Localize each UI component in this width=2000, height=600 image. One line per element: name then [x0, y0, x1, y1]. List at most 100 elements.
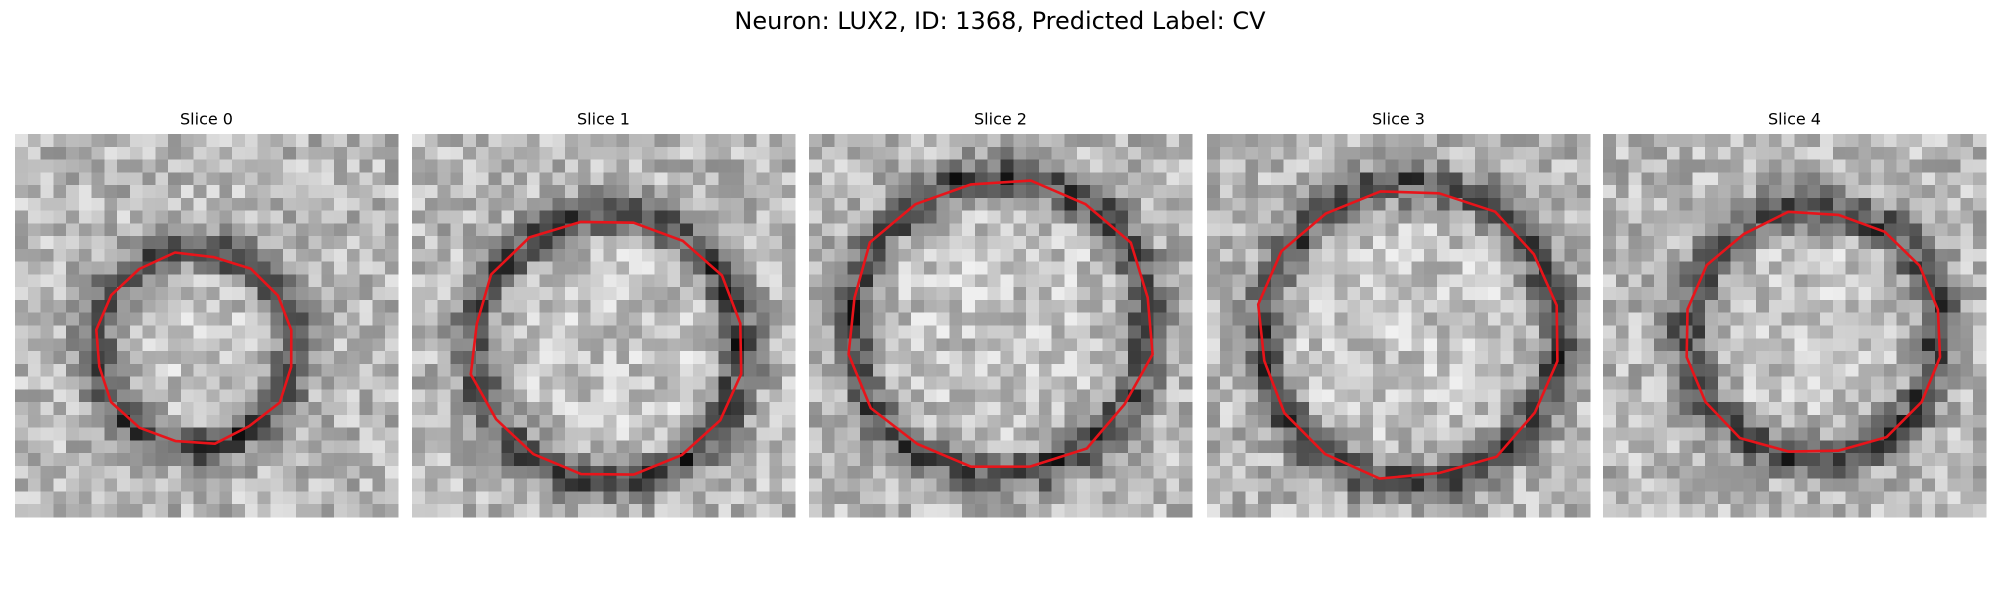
pixel — [1513, 325, 1527, 339]
pixel — [1207, 236, 1221, 250]
pixel — [1564, 440, 1578, 454]
pixel — [1013, 261, 1027, 275]
pixel — [78, 338, 92, 352]
pixel — [437, 172, 451, 186]
pixel — [809, 504, 823, 518]
pixel — [1577, 223, 1591, 237]
pixel — [1641, 414, 1655, 429]
pixel — [1372, 223, 1387, 237]
pixel — [1347, 440, 1361, 454]
pixel — [1153, 491, 1167, 505]
pixel — [1487, 363, 1502, 377]
pixel — [1807, 363, 1821, 377]
pixel — [641, 504, 655, 518]
pixel — [1641, 465, 1655, 480]
pixel — [372, 427, 386, 441]
pixel — [705, 197, 719, 211]
pixel — [1756, 453, 1770, 467]
pixel — [1960, 236, 1974, 250]
pixel — [1245, 376, 1259, 390]
pixel — [1309, 172, 1323, 186]
pixel — [1526, 185, 1540, 199]
pixel — [270, 427, 284, 441]
pixel — [1232, 287, 1246, 301]
pixel — [346, 389, 361, 403]
pixel — [1973, 363, 1987, 377]
pixel — [1794, 491, 1808, 505]
pixel — [1883, 325, 1898, 339]
pixel — [1102, 185, 1116, 199]
pixel — [936, 376, 950, 390]
pixel — [1051, 146, 1065, 160]
pixel — [1296, 491, 1310, 505]
pixel — [1858, 491, 1872, 505]
pixel — [1883, 134, 1898, 148]
pixel — [885, 159, 899, 173]
pixel — [1411, 261, 1425, 275]
pixel — [1475, 338, 1489, 352]
pixel — [1500, 376, 1514, 390]
pixel — [372, 338, 386, 352]
pixel — [232, 504, 246, 518]
pixel — [1296, 185, 1310, 199]
pixel — [129, 389, 144, 403]
pixel — [756, 478, 770, 492]
pixel — [769, 363, 783, 377]
pixel — [40, 299, 54, 314]
pixel — [1449, 223, 1463, 237]
pixel — [1781, 325, 1795, 339]
pixel — [1283, 159, 1297, 173]
pixel — [1500, 274, 1514, 288]
pixel — [1526, 236, 1540, 250]
pixel — [1153, 146, 1167, 160]
pixel — [577, 261, 592, 275]
pixel — [1641, 440, 1655, 454]
pixel — [1705, 146, 1719, 160]
pixel — [1896, 261, 1910, 275]
pixel — [270, 363, 284, 377]
pixel — [1947, 299, 1961, 314]
pixel — [962, 146, 976, 160]
pixel — [1807, 248, 1821, 263]
pixel — [949, 236, 963, 250]
pixel — [283, 261, 297, 275]
pixel — [1615, 312, 1629, 326]
pixel — [488, 325, 502, 339]
pixel — [1128, 465, 1142, 480]
pixel — [1526, 223, 1540, 237]
pixel — [1807, 478, 1821, 492]
pixel — [974, 414, 989, 429]
pixel — [1883, 299, 1898, 314]
pixel — [821, 376, 835, 390]
pixel — [718, 146, 732, 160]
pixel — [40, 146, 54, 160]
pixel — [1347, 210, 1361, 224]
pixel — [692, 478, 707, 492]
pixel — [270, 134, 284, 148]
pixel — [577, 274, 592, 288]
pixel — [1013, 197, 1027, 211]
pixel — [1436, 504, 1450, 518]
pixel — [1820, 312, 1834, 326]
pixel — [1513, 504, 1527, 518]
pixel — [180, 440, 195, 454]
pixel — [577, 338, 592, 352]
pixel — [1245, 465, 1259, 480]
pixel — [1641, 134, 1655, 148]
pixel — [1615, 325, 1629, 339]
pixel — [1705, 338, 1719, 352]
pixel — [834, 478, 848, 492]
pixel — [885, 299, 899, 314]
pixel — [847, 504, 861, 518]
pixel — [743, 389, 758, 403]
pixel — [756, 248, 770, 263]
pixel — [1013, 312, 1027, 326]
pixel — [987, 185, 1001, 199]
pixel — [1140, 465, 1155, 480]
pixel — [1513, 248, 1527, 263]
pixel — [526, 414, 541, 429]
pixel — [1820, 299, 1834, 314]
pixel — [565, 236, 579, 250]
pixel — [232, 287, 246, 301]
pixel — [180, 363, 195, 377]
